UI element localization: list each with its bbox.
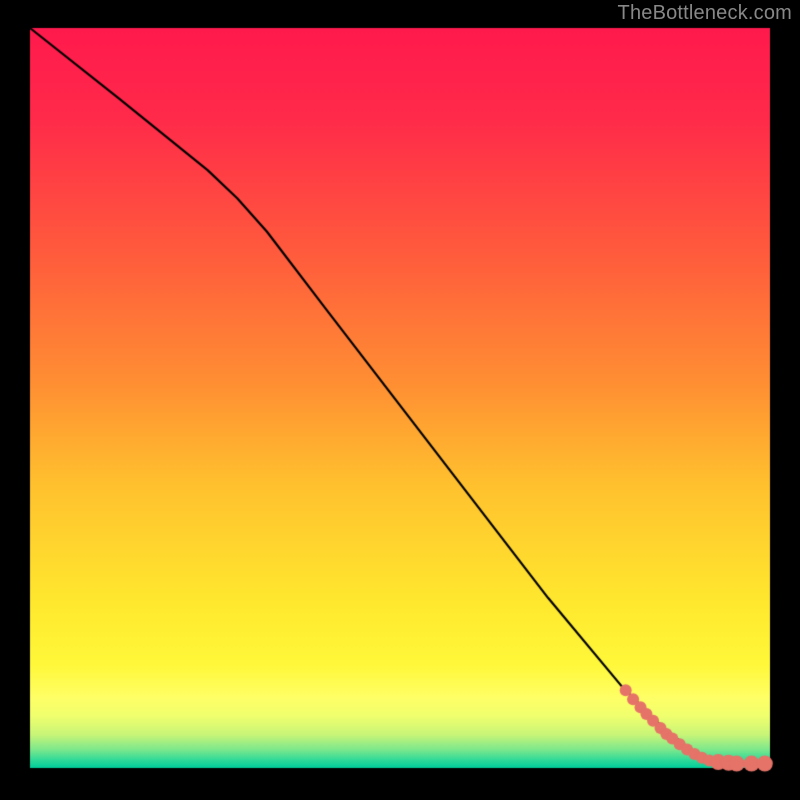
bottleneck-curve-chart (0, 0, 800, 800)
watermark-label: TheBottleneck.com (618, 2, 792, 25)
chart-stage: TheBottleneck.com (0, 0, 800, 800)
